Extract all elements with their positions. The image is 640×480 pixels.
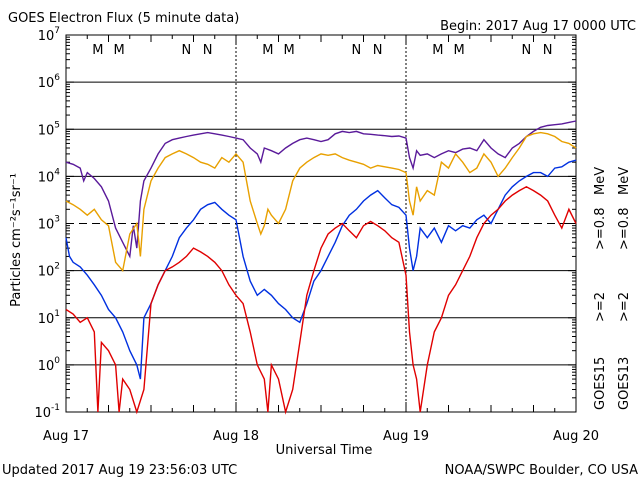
- y-tick-label: 100: [38, 356, 61, 374]
- mn-marker: N: [203, 43, 213, 58]
- mn-marker: N: [352, 43, 362, 58]
- y-tick-label: 107: [38, 26, 60, 44]
- legend-goes15-e08: >=0.8: [593, 208, 608, 250]
- y-axis-label: Particles cm⁻²s⁻¹sr⁻¹: [9, 173, 24, 307]
- legend-goes15-unit: MeV: [593, 167, 608, 195]
- chart-title: GOES Electron Flux (5 minute data): [8, 11, 239, 26]
- x-tick-label: Aug 20: [553, 429, 599, 444]
- series-line: [65, 131, 577, 273]
- legend-goes13-e08: >=0.8: [617, 208, 632, 250]
- mn-marker: N: [182, 43, 192, 58]
- y-tick-label: 101: [38, 309, 60, 327]
- y-tick-label: 104: [38, 167, 61, 185]
- series-lines: [65, 120, 577, 415]
- mn-marker: M: [432, 43, 443, 58]
- x-axis-label: Universal Time: [276, 443, 373, 458]
- y-tick-label: 102: [38, 262, 60, 280]
- mn-marker: M: [92, 43, 103, 58]
- begin-label: Begin: 2017 Aug 17 0000 UTC: [440, 19, 636, 34]
- mn-marker: M: [454, 43, 465, 58]
- y-tick-label: 106: [38, 73, 61, 91]
- series-line: [65, 120, 577, 259]
- mn-marker: N: [543, 43, 553, 58]
- legend-goes15-label: GOES15: [593, 357, 608, 410]
- x-tick-label: Aug 19: [383, 429, 429, 444]
- x-tick-label: Aug 17: [43, 429, 89, 444]
- credit: NOAA/SWPC Boulder, CO USA: [445, 463, 638, 478]
- series-line: [65, 186, 577, 415]
- mn-marker: M: [284, 43, 295, 58]
- x-axis-ticks: Aug 17 Aug 18 Aug 19 Aug 20: [43, 35, 599, 444]
- y-tick-label: 105: [38, 120, 60, 138]
- x-tick-label: Aug 18: [213, 429, 259, 444]
- updated-timestamp: Updated 2017 Aug 19 23:56:03 UTC: [2, 463, 237, 478]
- mn-marker: M: [262, 43, 273, 58]
- series-line: [65, 159, 577, 380]
- y-axis-ticks: 107 106 105 104 103 102 101 100 10-1: [34, 26, 576, 421]
- legend-goes13-e2: >=2: [617, 292, 632, 322]
- y-tick-label: 10-1: [34, 403, 60, 421]
- legend: GOES15 >=2 >=0.8 MeV GOES13 >=2 >=0.8 Me…: [593, 167, 632, 410]
- mn-marker: N: [373, 43, 383, 58]
- legend-goes13-unit: MeV: [617, 167, 632, 195]
- y-tick-label: 103: [38, 215, 60, 233]
- legend-goes13-label: GOES13: [617, 357, 632, 410]
- mn-marker: N: [522, 43, 532, 58]
- mn-marker: M: [114, 43, 125, 58]
- legend-goes15-e2: >=2: [593, 292, 608, 322]
